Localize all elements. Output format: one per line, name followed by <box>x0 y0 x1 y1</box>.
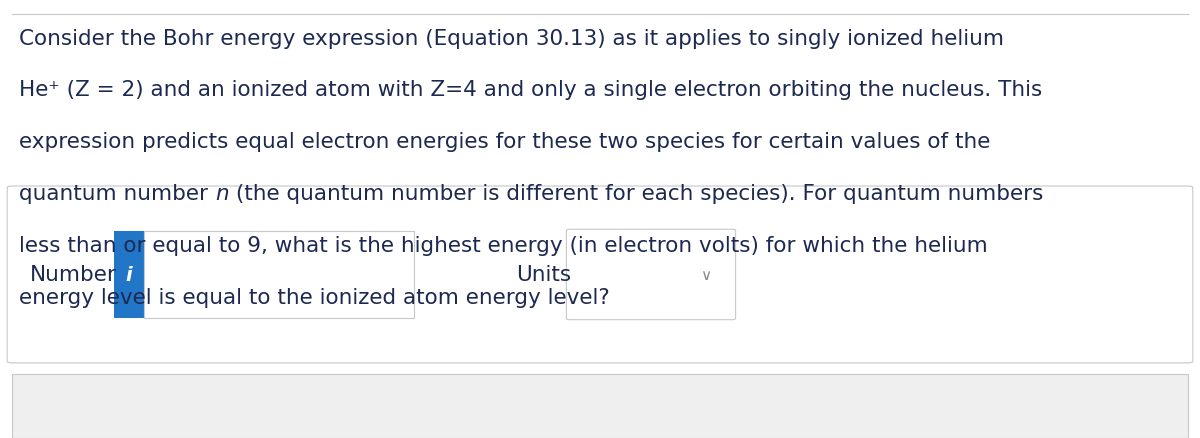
Text: Units: Units <box>516 265 571 285</box>
Text: Consider the Bohr energy expression (Equation 30.13) as it applies to singly ion: Consider the Bohr energy expression (Equ… <box>19 28 1004 49</box>
Text: i: i <box>126 265 132 284</box>
Text: (the quantum number is different for each species). For quantum numbers: (the quantum number is different for eac… <box>229 184 1043 204</box>
Text: expression predicts equal electron energies for these two species for certain va: expression predicts equal electron energ… <box>19 132 990 152</box>
Text: He⁺ (Z = 2) and an ionized atom with Z=4 and only a single electron orbiting the: He⁺ (Z = 2) and an ionized atom with Z=4… <box>19 80 1043 100</box>
Text: Number: Number <box>30 265 116 285</box>
Text: n: n <box>215 184 229 204</box>
Text: quantum number: quantum number <box>19 184 215 204</box>
Text: energy level is equal to the ionized atom energy level?: energy level is equal to the ionized ato… <box>19 287 610 307</box>
Text: less than or equal to 9, what is the highest energy (in electron volts) for whic: less than or equal to 9, what is the hig… <box>19 235 988 255</box>
Text: ∨: ∨ <box>700 267 712 283</box>
